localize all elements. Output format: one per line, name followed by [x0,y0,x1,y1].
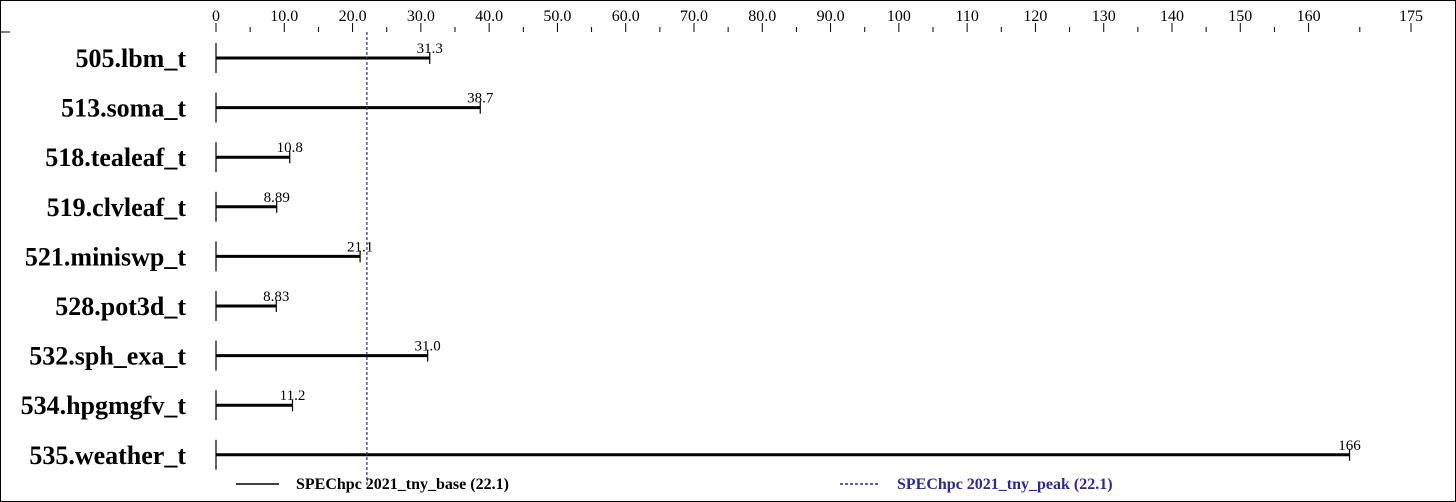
benchmark-label: 532.sph_exa_t [29,342,186,371]
benchmark-label: 534.hpgmgfv_t [21,391,187,420]
benchmark-label: 519.clvleaf_t [47,193,187,222]
legend-label-base: SPEChpc 2021_tny_base (22.1) [296,476,509,493]
value-label: 31.3 [417,41,443,57]
benchmark-label: 513.soma_t [61,94,186,123]
x-tick-label: 150 [1228,8,1252,25]
x-axis: 0 10.0 20.0 30.0 40.0 50.0 60.0 70.0 80.0 90.0 100… [0,8,1423,33]
value-label: 38.7 [467,91,494,107]
value-label: 8.83 [263,289,289,305]
value-label: 11.2 [280,388,306,404]
value-label: 166 [1338,438,1361,454]
x-tick-label: 40.0 [475,8,503,25]
bars: 505.lbm_t 31.3 513.soma_t 38.7 518.tealeaf_t… [21,41,1361,470]
benchmark-label: 521.miniswp_t [25,242,186,271]
x-tick-label: 175 [1399,8,1423,25]
benchmark-label: 528.pot3d_t [55,292,186,321]
x-tick-label: 130 [1092,8,1116,25]
value-label: 8.89 [264,190,290,206]
x-tick-label: 140 [1160,8,1184,25]
x-tick-label: 30.0 [407,8,435,25]
x-tick-label: 100 [887,8,911,25]
x-tick-label: 60.0 [612,8,640,25]
benchmark-label: 518.tealeaf_t [45,143,186,172]
x-tick-label: 50.0 [543,8,571,25]
value-label: 21.1 [347,239,373,255]
x-tick-label: 20.0 [339,8,367,25]
x-tick-label: 160 [1297,8,1321,25]
x-tick-label: 110 [955,8,978,25]
x-tick-label: 0 [212,8,220,25]
benchmark-label: 535.weather_t [29,441,186,470]
legend: SPEChpc 2021_tny_base (22.1) SPEChpc 2021… [236,476,1113,493]
x-tick-label: 80.0 [748,8,776,25]
x-tick-label: 120 [1023,8,1047,25]
legend-label-peak: SPEChpc 2021_tny_peak (22.1) [897,476,1113,493]
benchmark-label: 505.lbm_t [76,44,187,73]
x-tick-label: 90.0 [817,8,845,25]
value-label: 10.8 [277,140,303,156]
x-tick-label: 10.0 [270,8,298,25]
value-label: 31.0 [415,339,441,355]
x-tick-label: 70.0 [680,8,708,25]
